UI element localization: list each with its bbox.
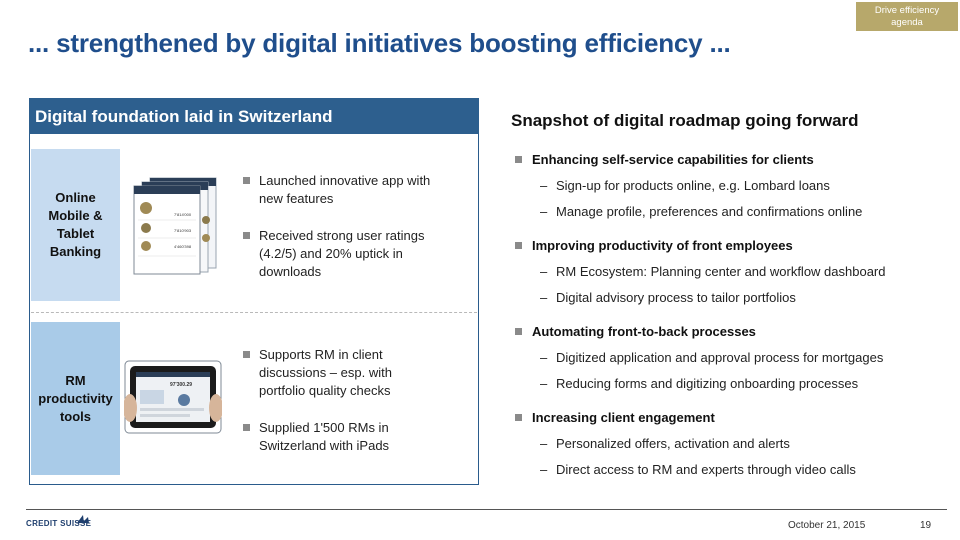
bullet-item: Supports RM in client discussions – esp.… — [243, 346, 433, 400]
section-divider — [31, 312, 477, 313]
phone-amount-3: 4'460'398 — [174, 244, 192, 249]
square-bullet-icon — [243, 424, 250, 431]
bullet-item: Launched innovative app with new feature… — [243, 172, 433, 208]
square-bullet-icon — [515, 414, 522, 421]
phone-amount-1: 7'814'000 — [174, 212, 192, 217]
category-line: tools — [59, 408, 92, 424]
category-online-banking: Online Mobile & Tablet Banking — [31, 149, 120, 301]
roadmap-item: – Digital advisory process to tailor port… — [540, 290, 796, 305]
square-bullet-icon — [243, 351, 250, 358]
mobile-app-screenshot: 7'814'000 7'810'903 4'460'398 — [133, 177, 217, 275]
roadmap-item: – Personalized offers, activation and ale… — [540, 436, 790, 451]
square-bullet-icon — [515, 156, 522, 163]
slide-title: ... strengthened by digital initiatives … — [28, 28, 731, 58]
category-line: Mobile & — [48, 208, 103, 223]
footer-rule — [26, 509, 947, 510]
bullet-item: Received strong user ratings (4.2/5) and… — [243, 227, 433, 281]
roadmap-title: Snapshot of digital roadmap going forwar… — [511, 111, 859, 130]
roadmap-item: – Digitized application and approval proc… — [540, 350, 884, 365]
tablet-amount: 97'300.29 — [170, 382, 192, 388]
section-tag: Drive efficiency agenda — [856, 2, 958, 31]
roadmap-item: – Sign-up for products online, e.g. Lomba… — [540, 178, 830, 193]
sails-logo-icon — [77, 515, 89, 523]
category-line: Online — [55, 190, 96, 205]
category-line: RM — [65, 372, 86, 388]
square-bullet-icon — [515, 328, 522, 335]
category-line: Tablet — [56, 226, 95, 241]
roadmap-heading: Improving productivity of front employee… — [515, 238, 793, 253]
roadmap-heading: Enhancing self-service capabilities for … — [515, 152, 814, 167]
tag-line-1: Drive efficiency — [874, 4, 940, 16]
left-panel-header: Digital foundation laid in Switzerland — [29, 98, 479, 134]
category-line: productivity — [38, 390, 113, 406]
roadmap-heading: Increasing client engagement — [515, 410, 715, 425]
roadmap-item: – Manage profile, preferences and confirm… — [540, 204, 863, 219]
category-line: Banking — [49, 244, 102, 259]
page-number: 19 — [920, 520, 932, 531]
bullet-item: Supplied 1'500 RMs in Switzerland with i… — [243, 419, 433, 455]
roadmap-item: – Reducing forms and digitizing onboardin… — [540, 376, 859, 391]
roadmap-item: – RM Ecosystem: Planning center and workf… — [540, 264, 886, 279]
footer-date: October 21, 2015 — [788, 520, 866, 531]
tag-line-2: agenda — [891, 16, 923, 28]
category-rm-tools: RM productivity tools — [31, 322, 120, 475]
square-bullet-icon — [243, 177, 250, 184]
square-bullet-icon — [243, 232, 250, 239]
credit-suisse-logo: CREDIT SUISSE — [26, 519, 92, 528]
roadmap-heading: Automating front-to-back processes — [515, 324, 756, 339]
square-bullet-icon — [515, 242, 522, 249]
phone-amount-2: 7'810'903 — [174, 228, 192, 233]
tablet-photo: 97'300.29 — [124, 360, 222, 434]
roadmap-item: – Direct access to RM and experts through… — [540, 462, 856, 477]
